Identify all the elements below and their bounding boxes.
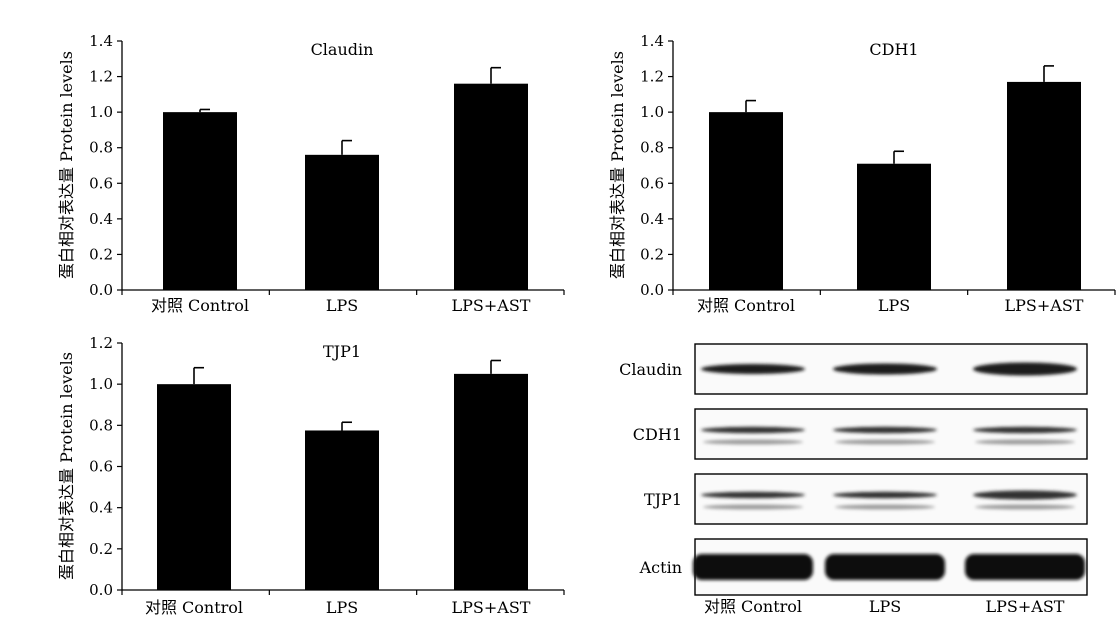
blot-lane-label: LPS bbox=[869, 597, 901, 616]
chart0-y-tick-label: 1.4 bbox=[89, 32, 113, 50]
blot-band-faint bbox=[703, 439, 803, 445]
chart0-y-tick-label: 0.6 bbox=[89, 174, 113, 192]
chart1-bar bbox=[857, 163, 931, 290]
chart0-y-axis-label: 蛋白相对表达量 Protein levels bbox=[57, 51, 76, 279]
blot-label-cdh1: CDH1 bbox=[633, 425, 682, 444]
chart2-y-tick-label: 0.6 bbox=[89, 458, 113, 476]
chart2-y-tick-label: 0.2 bbox=[89, 540, 113, 558]
chart0-category-label: 对照 Control bbox=[151, 296, 249, 315]
chart1-category-label: 对照 Control bbox=[697, 296, 795, 315]
chart2-y-tick-label: 0.4 bbox=[89, 499, 113, 517]
blot-band bbox=[701, 426, 805, 434]
chart2-y-tick-label: 1.2 bbox=[89, 334, 113, 352]
chart2-category-label: LPS+AST bbox=[452, 598, 531, 617]
chart0-bar bbox=[454, 83, 528, 290]
chart1-y-tick-label: 1.0 bbox=[640, 103, 664, 121]
chart2-bar bbox=[305, 430, 379, 590]
chart2-bar bbox=[157, 384, 231, 590]
chart0-bar bbox=[163, 112, 237, 291]
blot-label-tjp1: TJP1 bbox=[644, 490, 682, 509]
chart0-y-tick-label: 0.2 bbox=[89, 245, 113, 263]
blot-band bbox=[973, 426, 1077, 434]
chart1-category-label: LPS bbox=[878, 296, 910, 315]
chart0-y-tick-label: 0.4 bbox=[89, 210, 113, 228]
chart0-category-label: LPS bbox=[326, 296, 358, 315]
chart1-title: CDH1 bbox=[869, 40, 918, 59]
blot-band bbox=[825, 554, 945, 580]
chart2-y-axis-label: 蛋白相对表达量 Protein levels bbox=[57, 352, 76, 580]
blot-band bbox=[693, 554, 813, 580]
chart2-category-label: LPS bbox=[326, 598, 358, 617]
blot-lane-label: LPS+AST bbox=[986, 597, 1065, 616]
chart0-title: Claudin bbox=[311, 40, 374, 59]
chart1-y-tick-label: 0.0 bbox=[640, 281, 664, 299]
chart2-category-label: 对照 Control bbox=[145, 598, 243, 617]
blot-band bbox=[833, 363, 937, 375]
chart2-y-tick-label: 0.0 bbox=[89, 581, 113, 599]
blot-label-claudin: Claudin bbox=[619, 360, 682, 379]
chart2-y-tick-label: 0.8 bbox=[89, 416, 113, 434]
chart1-bar bbox=[1007, 81, 1081, 291]
chart1-bar bbox=[709, 112, 783, 291]
chart0-y-tick-label: 1.0 bbox=[89, 103, 113, 121]
chart1-y-tick-label: 1.2 bbox=[640, 68, 664, 86]
blot-lane-label: 对照 Control bbox=[704, 597, 802, 616]
blot-band bbox=[973, 490, 1077, 500]
blot-band-faint bbox=[703, 504, 803, 510]
chart2-title: TJP1 bbox=[323, 342, 361, 361]
chart1-y-tick-label: 0.2 bbox=[640, 245, 664, 263]
chart0-bar bbox=[305, 154, 379, 290]
chart0-y-tick-label: 0.0 bbox=[89, 281, 113, 299]
blot-box-cdh1 bbox=[694, 408, 1088, 460]
blot-band bbox=[833, 491, 937, 499]
blot-band-faint bbox=[975, 504, 1075, 510]
chart0-category-label: LPS+AST bbox=[452, 296, 531, 315]
chart0-y-tick-label: 1.2 bbox=[89, 68, 113, 86]
blot-band bbox=[833, 426, 937, 434]
chart1-y-axis-label: 蛋白相对表达量 Protein levels bbox=[608, 51, 627, 279]
blot-band-faint bbox=[835, 504, 935, 510]
blot-band bbox=[701, 491, 805, 499]
chart2-bar bbox=[454, 373, 528, 590]
blot-band bbox=[701, 364, 805, 374]
chart1-y-tick-label: 0.4 bbox=[640, 210, 664, 228]
chart2-y-tick-label: 1.0 bbox=[89, 375, 113, 393]
chart0-y-tick-label: 0.8 bbox=[89, 139, 113, 157]
blot-band bbox=[965, 554, 1085, 580]
chart1-y-tick-label: 0.6 bbox=[640, 174, 664, 192]
blot-band-faint bbox=[975, 439, 1075, 445]
chart1-category-label: LPS+AST bbox=[1005, 296, 1084, 315]
blot-band bbox=[973, 362, 1077, 376]
chart1-y-tick-label: 1.4 bbox=[640, 32, 664, 50]
blot-label-actin: Actin bbox=[639, 558, 682, 577]
chart1-y-tick-label: 0.8 bbox=[640, 139, 664, 157]
blot-band-faint bbox=[835, 439, 935, 445]
